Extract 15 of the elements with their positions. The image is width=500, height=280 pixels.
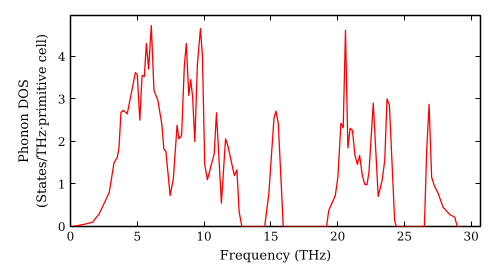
x-tick-label: 20 [330,230,346,244]
line-series [70,25,462,226]
y-tick-label: 3 [58,92,66,106]
y-tick-label: 4 [58,50,66,64]
x-tick-label: 10 [196,230,212,244]
y-tick-label: 1 [58,177,66,192]
x-tick-label: 25 [396,230,412,244]
x-axis-title: Frequency (THz) [220,248,332,264]
y-axis-title: Phonon DOS (States/THz·primitive cell) [16,34,50,208]
x-tick-label: 30 [464,230,479,244]
y-tick-label: 0 [58,220,66,234]
y-tick-label: 2 [58,134,66,149]
x-tick-label: 0 [66,230,74,244]
x-tick-label: 15 [263,230,278,244]
x-tick-label: 5 [133,230,142,244]
